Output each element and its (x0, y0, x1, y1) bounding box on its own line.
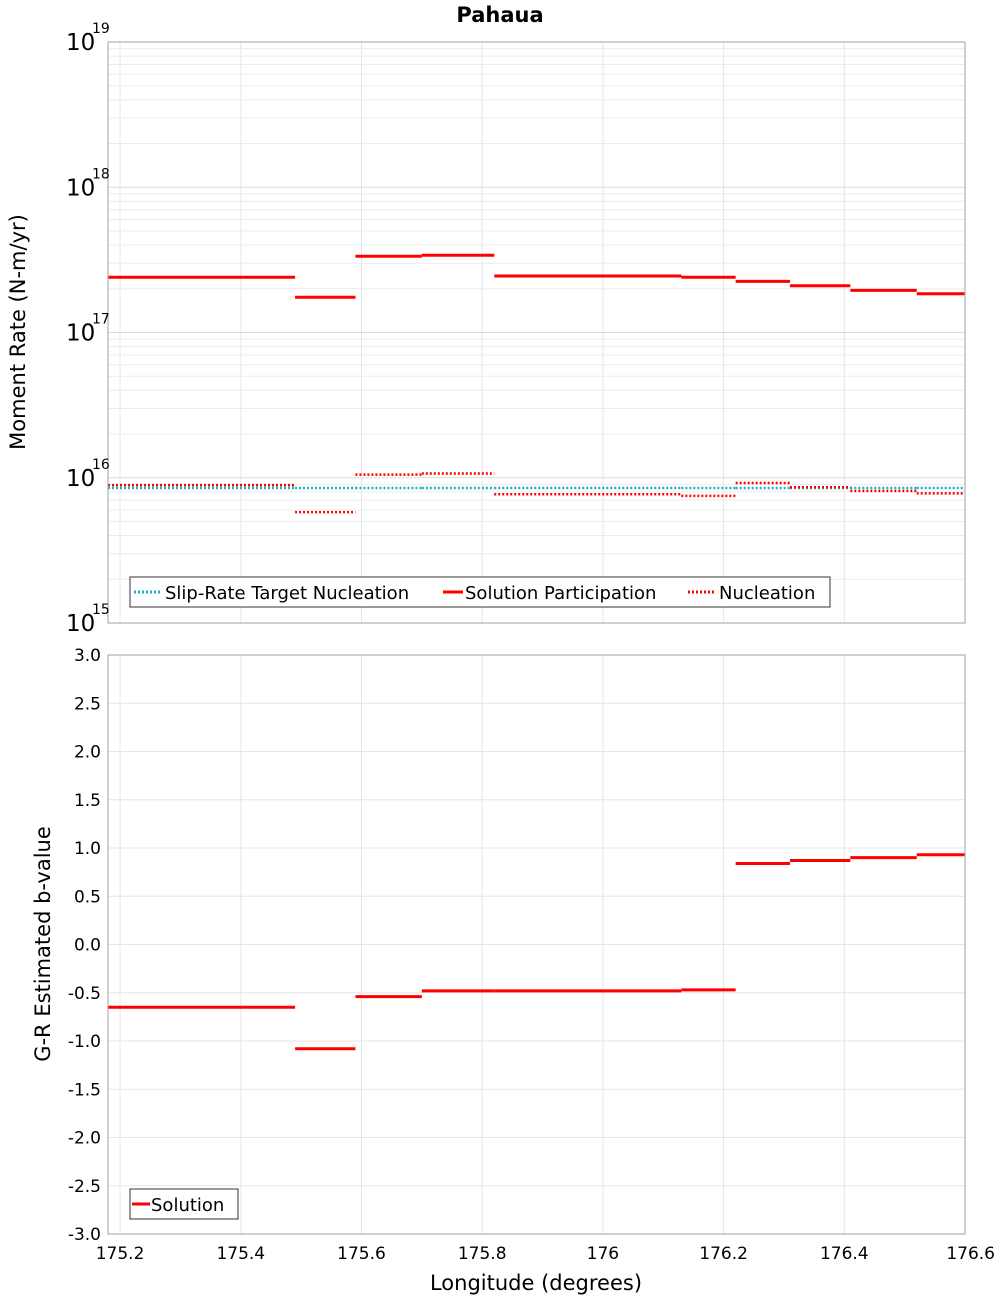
x-tick-label: 175.6 (337, 1244, 386, 1264)
top-y-tick-label: 10 (66, 321, 95, 347)
bottom-y-tick-label: 2.0 (74, 743, 101, 763)
bottom-y-tick-label: -0.5 (68, 984, 101, 1004)
bottom-y-tick-label: -1.5 (68, 1080, 101, 1100)
legend-label-solution: Solution (151, 1195, 224, 1216)
bottom-y-tick-label: 0.5 (74, 887, 101, 907)
bottom-y-tick-labels: -3.0 -2.5 -2.0 -1.5 -1.0 -0.5 0.0 0.5 1.0 1.5 2.0 2… (68, 646, 101, 1245)
x-tick-label: 176.6 (946, 1244, 995, 1264)
top-y-tick-label: 10 (66, 175, 95, 201)
bottom-series-layer (108, 853, 965, 1051)
bottom-panel: -3.0 -2.5 -2.0 -1.5 -1.0 -0.5 0.0 0.5 1.0 1.5 2.0 2… (31, 646, 995, 1295)
top-y-tick-label: 10 (66, 30, 95, 56)
top-y-tick-label: 10 (66, 466, 95, 492)
bottom-y-tick-label: -2.0 (68, 1129, 101, 1149)
bottom-y-tick-label: -3.0 (68, 1225, 101, 1245)
top-y-tick-exponent: 15 (92, 602, 110, 618)
top-y-axis-label: Moment Rate (N-m/yr) (6, 214, 30, 450)
top-y-tick-exponent: 17 (92, 312, 110, 328)
bottom-y-tick-label: 1.0 (74, 839, 101, 859)
legend-label-solution-participation: Solution Participation (465, 583, 656, 604)
bottom-y-tick-label: 3.0 (74, 646, 101, 666)
x-tick-label: 176 (587, 1244, 619, 1264)
bottom-y-tick-label: -2.5 (68, 1177, 101, 1197)
top-series-layer (108, 253, 965, 514)
x-tick-label: 175.2 (96, 1244, 145, 1264)
bottom-y-tick-label: 1.5 (74, 791, 101, 811)
bottom-y-tick-label: 0.0 (74, 936, 101, 956)
top-y-tick-label: 10 (66, 611, 95, 637)
x-tick-label: 176.2 (699, 1244, 748, 1264)
bottom-y-axis-label: G-R Estimated b-value (31, 826, 55, 1062)
x-tick-label: 175.4 (216, 1244, 265, 1264)
x-tick-label: 176.4 (820, 1244, 869, 1264)
top-plot-border (107, 41, 966, 624)
bottom-y-tick-label: 2.5 (74, 694, 101, 714)
top-y-tick-exponent: 19 (92, 21, 110, 37)
bottom-plot-border (107, 654, 966, 1235)
chart-title: Pahaua (456, 3, 543, 27)
x-tick-label: 175.8 (458, 1244, 507, 1264)
bottom-y-tick-label: -1.0 (68, 1032, 101, 1052)
top-legend: Slip-Rate Target Nucleation Solution Par… (129, 576, 831, 608)
top-y-tick-exponent: 16 (92, 457, 110, 473)
legend-label-nucleation: Nucleation (719, 583, 815, 604)
x-axis-label: Longitude (degrees) (430, 1271, 642, 1295)
top-y-tick-exponent: 18 (92, 166, 110, 182)
legend-label-slip-rate-target: Slip-Rate Target Nucleation (165, 583, 409, 604)
bottom-x-tick-labels: 175.2 175.4 175.6 175.8 176 176.2 176.4 176.6 (96, 1244, 995, 1264)
bottom-legend: Solution (129, 1188, 239, 1220)
